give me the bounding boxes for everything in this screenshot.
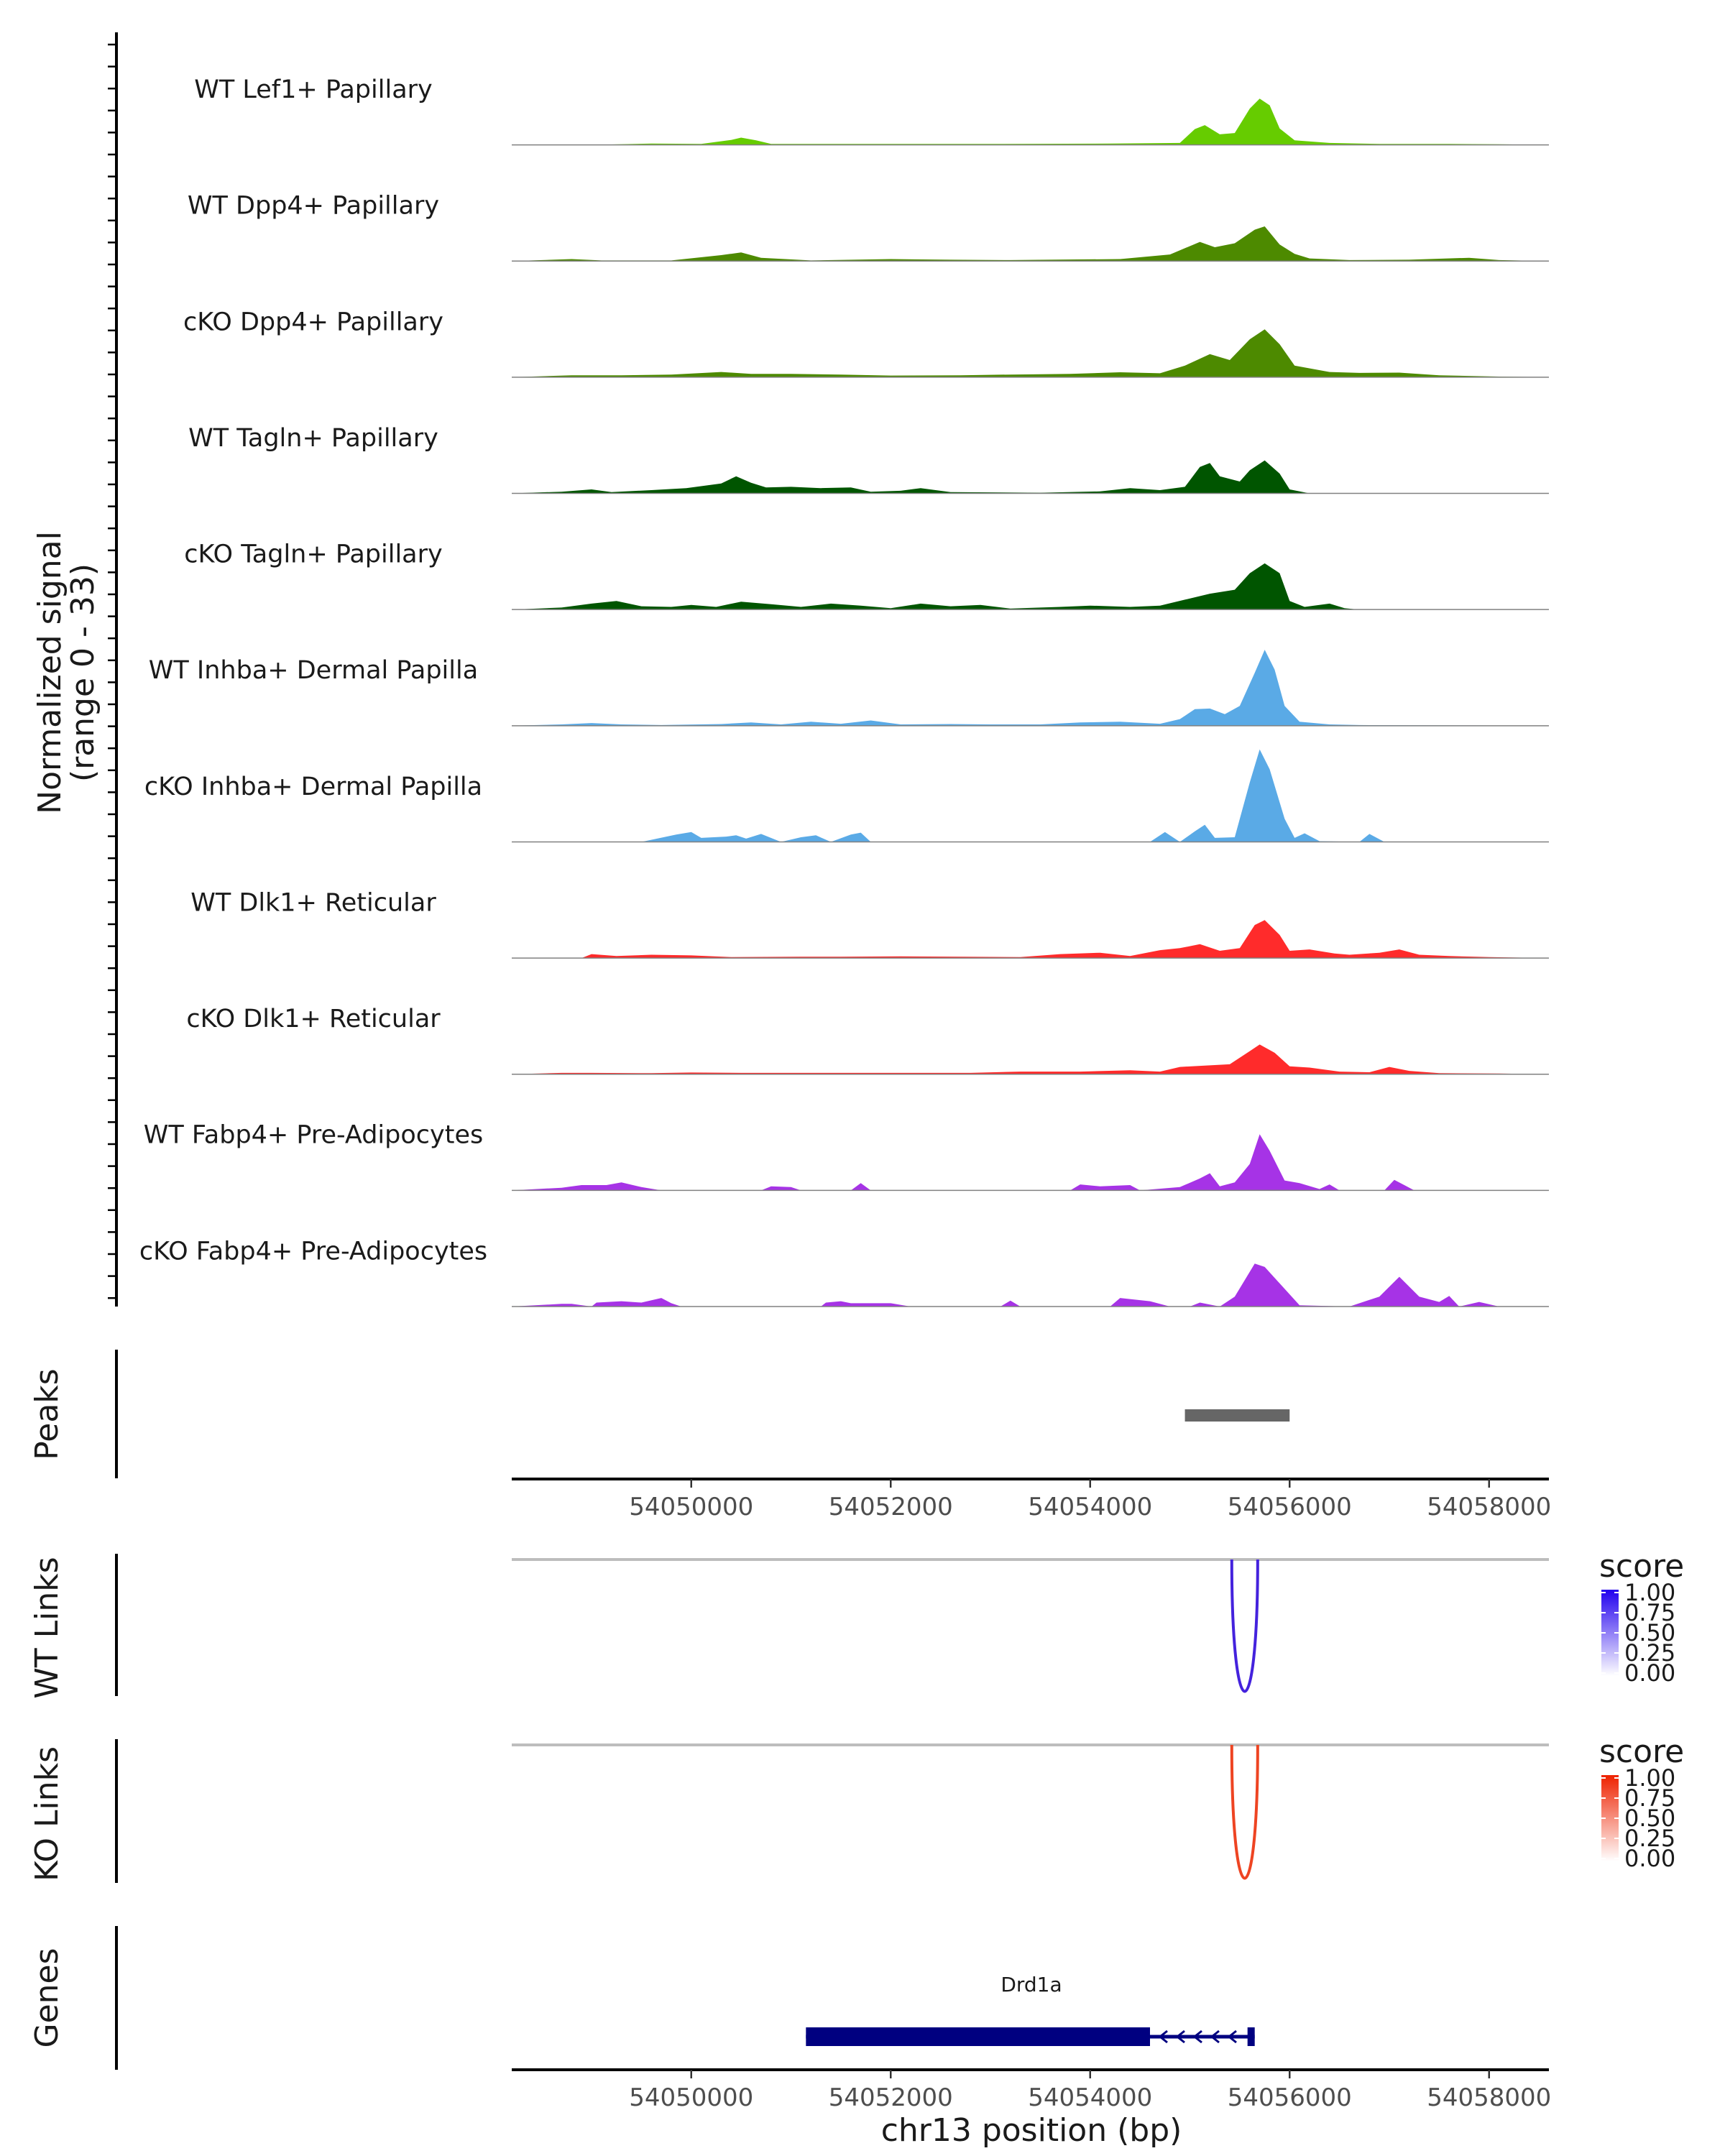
legend-tick-label: 0.00 — [1624, 1845, 1675, 1872]
coverage-area — [512, 329, 1549, 377]
coverage-track: cKO Dpp4+ Papillary — [183, 308, 1549, 378]
strand-arrow — [1227, 2030, 1237, 2044]
legend-tick-label: 1.00 — [1624, 1579, 1675, 1606]
legend-tick-label: 0.00 — [1624, 1659, 1675, 1687]
legend-tick-label: 1.00 — [1624, 1764, 1675, 1792]
coverage-area — [512, 1134, 1549, 1191]
y-axis-title: Normalized signal(range 0 - 33) — [32, 531, 101, 814]
gene-exon — [1247, 2027, 1255, 2046]
gene-name: Drd1a — [1000, 1973, 1062, 1996]
track-label: WT Fabp4+ Pre-Adipocytes — [144, 1121, 483, 1150]
x-tick-label: 54052000 — [829, 2083, 953, 2112]
coverage-track: cKO Dlk1+ Reticular — [186, 1005, 1549, 1075]
peak-bar — [1184, 1409, 1290, 1422]
signal-y-axis — [108, 32, 118, 1307]
legend-tick-label: 0.25 — [1624, 1825, 1675, 1852]
x-tick-label: 54056000 — [1228, 1493, 1352, 1521]
coverage-area — [512, 920, 1549, 959]
legend-title: score — [1599, 1548, 1684, 1585]
link-track-label: KO Links — [29, 1746, 65, 1881]
strand-arrow — [1210, 2030, 1220, 2044]
legend-tick-label: 0.50 — [1624, 1619, 1675, 1646]
x-axis-bottom: 54050000 54052000 54054000 54056000 54058000 — [512, 2068, 1551, 2112]
genes-panel: Genes Drd1a — [29, 1926, 1255, 2070]
x-tick-label: 54050000 — [629, 1493, 753, 1521]
x-axis-top: 54050000 54052000 54054000 54056000 54058000 — [512, 1478, 1551, 1521]
gene-model: Drd1a — [806, 1973, 1255, 2046]
coverage-track: WT Dpp4+ Papillary — [188, 192, 1549, 262]
coverage-track: cKO Tagln+ Papillary — [184, 540, 1549, 610]
coverage-track: WT Lef1+ Papillary — [194, 75, 1549, 146]
legend-title: score — [1599, 1733, 1684, 1770]
coverage-area — [512, 460, 1549, 494]
link-arc — [1230, 1559, 1259, 1693]
legend-tick-label: 0.75 — [1624, 1784, 1675, 1812]
coverage-area — [512, 1044, 1549, 1074]
coverage-track: WT Dlk1+ Reticular — [190, 888, 1549, 959]
peaks-panel: Peaks — [29, 1350, 1290, 1478]
track-label: cKO Dpp4+ Papillary — [183, 308, 443, 336]
link-track-label: WT Links — [29, 1557, 65, 1698]
legend-tick-label: 0.75 — [1624, 1599, 1675, 1626]
track-label: WT Lef1+ Papillary — [194, 75, 433, 104]
coverage-area — [512, 1263, 1549, 1307]
coverage-area — [512, 226, 1549, 262]
strand-arrow — [1175, 2030, 1185, 2044]
coverage-track: cKO Inhba+ Dermal Papilla — [144, 749, 1549, 843]
strand-arrow — [1158, 2030, 1168, 2044]
track-label: WT Inhba+ Dermal Papilla — [149, 656, 478, 685]
x-tick-label: 54058000 — [1427, 1493, 1551, 1521]
x-tick-label: 54052000 — [829, 1493, 953, 1521]
gene-exon — [806, 2027, 1150, 2046]
coverage-track: WT Tagln+ Papillary — [188, 424, 1549, 494]
track-label: WT Dlk1+ Reticular — [190, 888, 436, 917]
x-axis-title: chr13 position (bp) — [881, 2112, 1182, 2149]
track-label: WT Tagln+ Papillary — [188, 424, 438, 453]
genes-label: Genes — [29, 1948, 65, 2047]
coverage-track: cKO Fabp4+ Pre-Adipocytes — [139, 1237, 1549, 1307]
coverage-area — [512, 650, 1549, 726]
x-tick-label: 54054000 — [1028, 1493, 1152, 1521]
link-arc — [1230, 1744, 1259, 1880]
x-tick-label: 54058000 — [1427, 2083, 1551, 2112]
track-label: cKO Fabp4+ Pre-Adipocytes — [139, 1237, 487, 1266]
legend-tick-label: 0.25 — [1624, 1639, 1675, 1667]
track-label: cKO Tagln+ Papillary — [184, 540, 443, 569]
peaks-label: Peaks — [29, 1368, 65, 1460]
x-tick-label: 54050000 — [629, 2083, 753, 2112]
strand-arrow — [1192, 2030, 1202, 2044]
track-label: cKO Dlk1+ Reticular — [186, 1005, 441, 1033]
x-tick-label: 54054000 — [1028, 2083, 1152, 2112]
coverage-track: WT Fabp4+ Pre-Adipocytes — [144, 1121, 1549, 1192]
coverage-area — [512, 98, 1549, 145]
coverage-track: WT Inhba+ Dermal Papilla — [149, 650, 1549, 727]
track-label: WT Dpp4+ Papillary — [188, 192, 439, 221]
x-tick-label: 54056000 — [1228, 2083, 1352, 2112]
track-label: cKO Inhba+ Dermal Papilla — [144, 773, 482, 801]
legend-tick-label: 0.50 — [1624, 1805, 1675, 1832]
coverage-tracks: WT Lef1+ Papillary WT Dpp4+ Papillary cKO … — [139, 75, 1549, 1307]
coverage-area — [512, 563, 1549, 610]
coverage-area — [512, 749, 1549, 842]
